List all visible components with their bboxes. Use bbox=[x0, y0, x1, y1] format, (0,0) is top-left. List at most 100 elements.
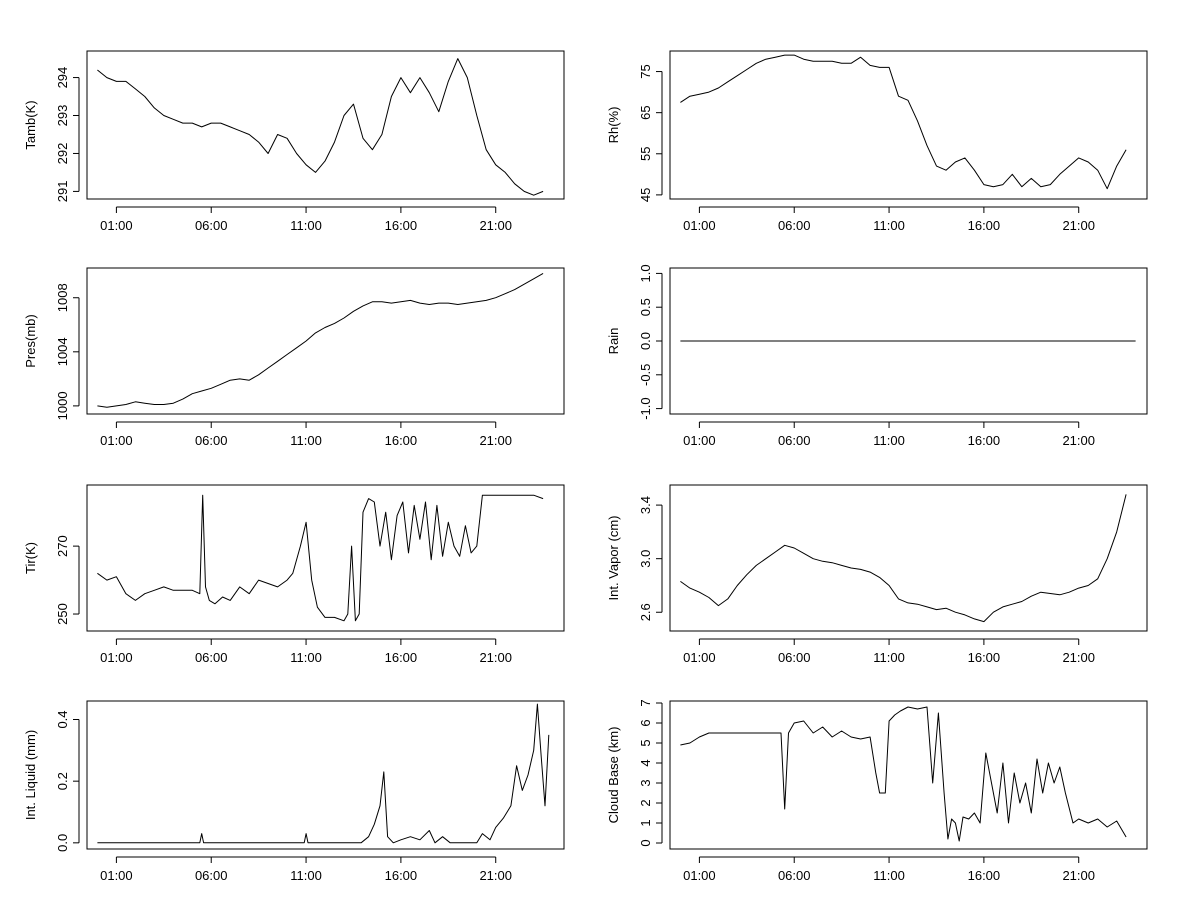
y-tick-label: 0.5 bbox=[638, 298, 653, 316]
y-tick-label: 0.2 bbox=[55, 772, 70, 790]
x-tick-label: 06:00 bbox=[195, 650, 228, 665]
x-tick-label: 21:00 bbox=[479, 868, 512, 883]
y-axis-label: Rh(%) bbox=[606, 107, 621, 144]
y-tick-label: 1 bbox=[638, 819, 653, 826]
x-tick-label: 21:00 bbox=[479, 218, 512, 233]
series-line bbox=[97, 703, 550, 844]
x-tick-label: 16:00 bbox=[968, 650, 1001, 665]
x-tick-label: 01:00 bbox=[683, 650, 716, 665]
y-tick-label: 0.4 bbox=[55, 710, 70, 728]
x-tick-label: 06:00 bbox=[778, 433, 811, 448]
x-tick-label: 11:00 bbox=[290, 868, 322, 883]
x-tick-label: 16:00 bbox=[968, 433, 1001, 448]
x-tick-label: 21:00 bbox=[479, 650, 512, 665]
y-tick-label: 6 bbox=[638, 719, 653, 726]
y-tick-label: -1.0 bbox=[638, 397, 653, 419]
y-tick-label: 3.0 bbox=[638, 550, 653, 568]
plot-frame bbox=[86, 484, 565, 632]
y-tick-label: 4 bbox=[638, 759, 653, 766]
x-tick-label: 11:00 bbox=[873, 650, 905, 665]
plot-frame bbox=[86, 700, 565, 850]
y-tick-label: 2 bbox=[638, 799, 653, 806]
y-tick-label: 250 bbox=[55, 603, 70, 625]
panel-0: 01:00 06:00 11:00 16:00 21:00 291 292 293 294 Tam… bbox=[23, 50, 565, 233]
x-tick-label: 21:00 bbox=[1062, 868, 1095, 883]
y-tick-label: 0.0 bbox=[638, 332, 653, 350]
y-tick-label: 1000 bbox=[55, 391, 70, 420]
y-axis-label: Int. Vapor (cm) bbox=[606, 515, 621, 600]
y-tick-label: 3.4 bbox=[638, 496, 653, 514]
x-tick-label: 06:00 bbox=[778, 868, 811, 883]
y-tick-label: 5 bbox=[638, 739, 653, 746]
plot-frame bbox=[86, 267, 565, 415]
x-tick-label: 06:00 bbox=[195, 433, 228, 448]
panel-4: 01:00 06:00 11:00 16:00 21:00 250 270 Tir(K) bbox=[23, 484, 565, 665]
x-tick-label: 01:00 bbox=[100, 650, 133, 665]
y-tick-label: 55 bbox=[638, 147, 653, 161]
plot-frame bbox=[669, 700, 1148, 850]
x-tick-label: 16:00 bbox=[968, 868, 1001, 883]
x-tick-label: 16:00 bbox=[385, 433, 418, 448]
series-line bbox=[97, 58, 544, 196]
x-tick-label: 01:00 bbox=[683, 218, 716, 233]
x-tick-label: 01:00 bbox=[100, 868, 133, 883]
x-tick-label: 11:00 bbox=[290, 433, 322, 448]
panel-2: 01:00 06:00 11:00 16:00 21:00 1000 1004 1008 Pre… bbox=[23, 267, 565, 448]
y-tick-label: 3 bbox=[638, 779, 653, 786]
series-line bbox=[680, 54, 1127, 190]
x-tick-label: 11:00 bbox=[873, 433, 905, 448]
x-tick-label: 11:00 bbox=[290, 218, 322, 233]
x-tick-label: 16:00 bbox=[385, 218, 418, 233]
y-axis-label: Tir(K) bbox=[23, 542, 38, 574]
panel-5: 01:00 06:00 11:00 16:00 21:00 2.6 3.0 3.4 Int. V… bbox=[606, 484, 1148, 665]
y-tick-label: 0 bbox=[638, 839, 653, 846]
series-line bbox=[680, 706, 1127, 842]
x-tick-label: 01:00 bbox=[683, 868, 716, 883]
y-axis-label: Tamb(K) bbox=[23, 100, 38, 149]
x-tick-label: 01:00 bbox=[100, 433, 133, 448]
y-tick-label: 45 bbox=[638, 188, 653, 202]
panel-7: 01:00 06:00 11:00 16:00 21:00 0 1 2 3 4 5 6 7 Cloud B… bbox=[606, 699, 1148, 883]
panel-3: 01:00 06:00 11:00 16:00 21:00 -1.0 -0.5 0.0 0.5 1… bbox=[606, 264, 1148, 448]
y-tick-label: 1004 bbox=[55, 337, 70, 366]
y-tick-label: 2.6 bbox=[638, 603, 653, 621]
panel-6: 01:00 06:00 11:00 16:00 21:00 0.0 0.2 0.4 Int. L… bbox=[23, 700, 565, 883]
series-line bbox=[97, 494, 544, 622]
y-tick-label: 1.0 bbox=[638, 264, 653, 282]
series-line bbox=[97, 272, 544, 408]
y-tick-label: 7 bbox=[638, 699, 653, 706]
x-tick-label: 21:00 bbox=[1062, 433, 1095, 448]
y-tick-label: 291 bbox=[55, 181, 70, 203]
x-tick-label: 11:00 bbox=[873, 868, 905, 883]
plot-frame bbox=[86, 50, 565, 200]
y-tick-label: -0.5 bbox=[638, 364, 653, 386]
x-tick-label: 16:00 bbox=[385, 868, 418, 883]
y-axis-label: Cloud Base (km) bbox=[606, 727, 621, 824]
x-tick-label: 16:00 bbox=[968, 218, 1001, 233]
plot-frame bbox=[669, 50, 1148, 200]
x-tick-label: 11:00 bbox=[873, 218, 905, 233]
x-tick-label: 06:00 bbox=[195, 218, 228, 233]
x-tick-label: 16:00 bbox=[385, 650, 418, 665]
y-tick-label: 293 bbox=[55, 105, 70, 127]
y-tick-label: 75 bbox=[638, 64, 653, 78]
y-tick-label: 0.0 bbox=[55, 834, 70, 852]
x-tick-label: 21:00 bbox=[1062, 650, 1095, 665]
y-tick-label: 292 bbox=[55, 143, 70, 165]
panel-1: 01:00 06:00 11:00 16:00 21:00 45 55 65 75 Rh(%) bbox=[606, 50, 1148, 233]
plot-frame bbox=[669, 484, 1148, 632]
x-tick-label: 06:00 bbox=[778, 218, 811, 233]
x-tick-label: 01:00 bbox=[683, 433, 716, 448]
x-tick-label: 21:00 bbox=[1062, 218, 1095, 233]
y-axis-label: Pres(mb) bbox=[23, 314, 38, 367]
series-line bbox=[680, 494, 1127, 623]
y-tick-label: 294 bbox=[55, 67, 70, 89]
x-tick-label: 01:00 bbox=[100, 218, 133, 233]
y-axis-label: Rain bbox=[606, 328, 621, 355]
x-tick-label: 11:00 bbox=[290, 650, 322, 665]
x-tick-label: 21:00 bbox=[479, 433, 512, 448]
x-tick-label: 06:00 bbox=[778, 650, 811, 665]
x-tick-label: 06:00 bbox=[195, 868, 228, 883]
y-tick-label: 270 bbox=[55, 535, 70, 557]
